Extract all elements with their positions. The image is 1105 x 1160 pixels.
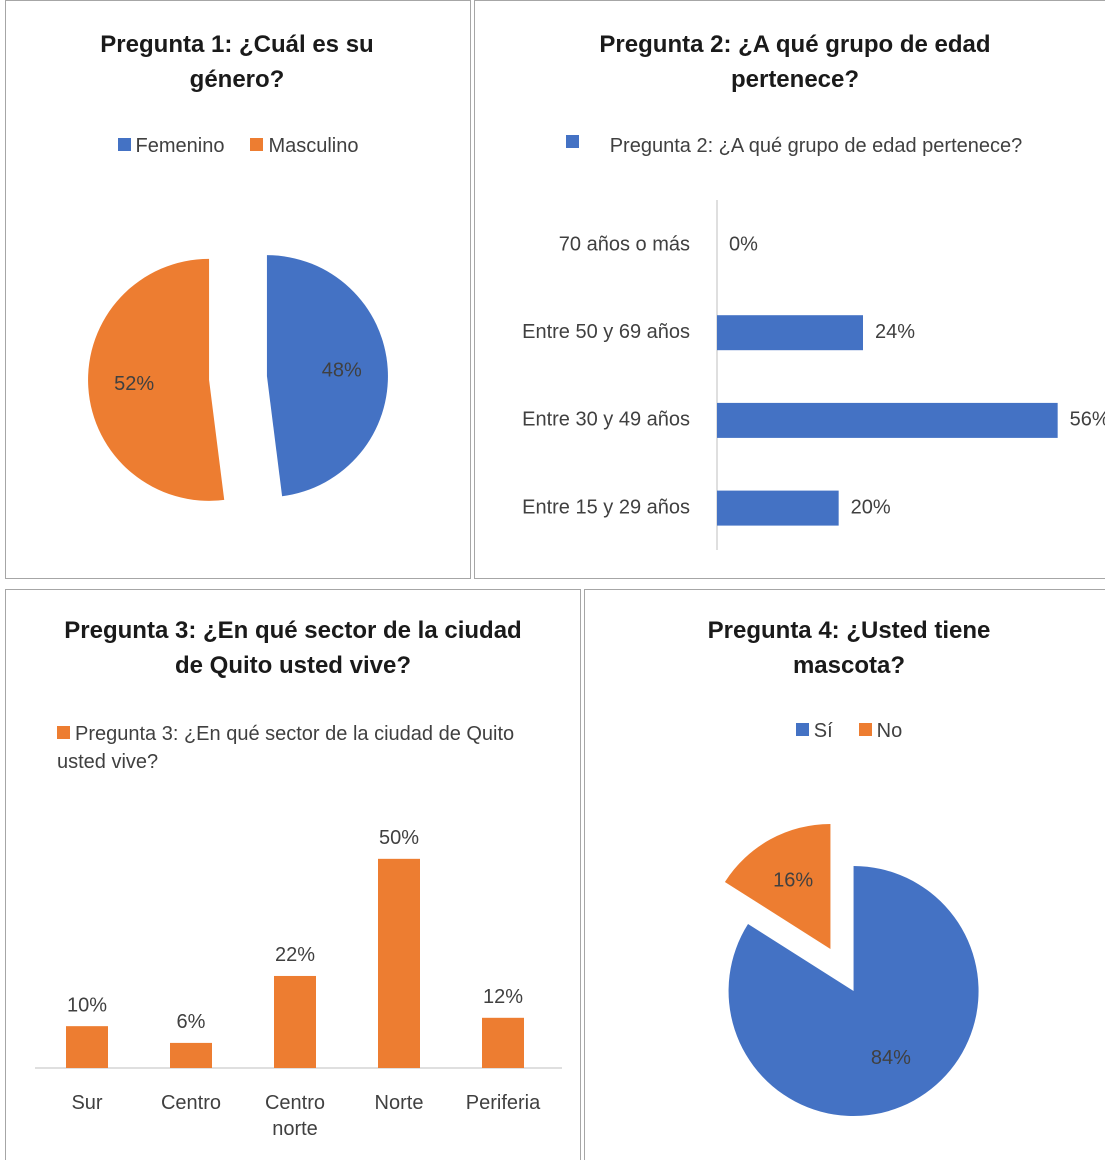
bar bbox=[482, 1017, 524, 1068]
data-label: 20% bbox=[851, 496, 891, 518]
data-label: 56% bbox=[1070, 409, 1105, 431]
legend-entry: Femenino bbox=[117, 135, 225, 158]
legend-swatch bbox=[57, 726, 70, 739]
x-tick-label: Norte bbox=[374, 1092, 424, 1114]
x-tick-label: Centro bbox=[160, 1092, 222, 1114]
chart-title: Pregunta 3: ¿En qué sector de la ciudad … bbox=[64, 617, 522, 679]
legend-swatch bbox=[117, 138, 131, 151]
legend-entry: Masculino bbox=[250, 135, 358, 158]
bar bbox=[170, 1042, 212, 1068]
legend: Pregunta 3: ¿En qué sector de la ciudad … bbox=[57, 720, 547, 776]
data-label: 52% bbox=[114, 373, 154, 395]
y-tick-label: Entre 15 y 29 años bbox=[522, 496, 690, 518]
data-label: 22% bbox=[275, 944, 315, 966]
y-tick-label: 70 años o más bbox=[559, 233, 690, 255]
legend-entry: Sí bbox=[795, 720, 833, 743]
bar bbox=[66, 1026, 108, 1068]
bar bbox=[378, 858, 420, 1068]
bar bbox=[717, 315, 863, 351]
x-tick-label: Centro norte bbox=[264, 1092, 326, 1140]
data-label: 12% bbox=[483, 986, 523, 1008]
pie-slice bbox=[728, 866, 979, 1117]
data-label: 6% bbox=[177, 1011, 206, 1033]
legend: Sí No bbox=[584, 720, 1105, 743]
y-tick-label: Entre 50 y 69 años bbox=[522, 321, 690, 343]
legend-label: Pregunta 3: ¿En qué sector de la ciudad … bbox=[57, 723, 515, 773]
data-label: 50% bbox=[379, 827, 419, 849]
y-tick-label: Entre 30 y 49 años bbox=[522, 409, 690, 431]
data-label: 48% bbox=[322, 360, 362, 382]
legend-entry: No bbox=[858, 720, 903, 743]
legend-label: Pregunta 2: ¿A qué grupo de edad pertene… bbox=[609, 135, 1023, 157]
data-label: 10% bbox=[67, 994, 107, 1016]
legend-label: Femenino bbox=[135, 135, 225, 157]
data-label: 0% bbox=[729, 233, 758, 255]
panel bbox=[474, 0, 1105, 579]
panel bbox=[5, 0, 471, 579]
chart-title: Pregunta 2: ¿A qué grupo de edad pertene… bbox=[599, 31, 991, 93]
bar bbox=[274, 975, 316, 1068]
data-label: 16% bbox=[773, 869, 813, 891]
legend-label: Masculino bbox=[268, 135, 359, 157]
x-tick-label: Sur bbox=[71, 1092, 103, 1114]
bar bbox=[717, 402, 1058, 438]
legend: Pregunta 2: ¿A qué grupo de edad pertene… bbox=[474, 135, 1105, 158]
chart-title: Pregunta 4: ¿Usted tiene mascota? bbox=[707, 617, 991, 679]
legend-swatch bbox=[250, 138, 264, 151]
bar bbox=[717, 490, 839, 526]
chart-title: Pregunta 1: ¿Cuál es su género? bbox=[100, 31, 374, 93]
legend: Femenino Masculino bbox=[5, 135, 471, 158]
legend-label: No bbox=[876, 720, 903, 742]
legend-label: Sí bbox=[813, 720, 833, 742]
x-tick-label: Periferia bbox=[465, 1092, 541, 1114]
pie-slice bbox=[266, 255, 388, 497]
data-label: 84% bbox=[871, 1047, 911, 1069]
pie-slice bbox=[724, 823, 831, 949]
legend-swatch bbox=[565, 135, 579, 148]
legend-swatch bbox=[795, 723, 809, 736]
pie-slice bbox=[88, 258, 225, 501]
data-label: 24% bbox=[875, 321, 915, 343]
legend-swatch bbox=[858, 723, 872, 736]
